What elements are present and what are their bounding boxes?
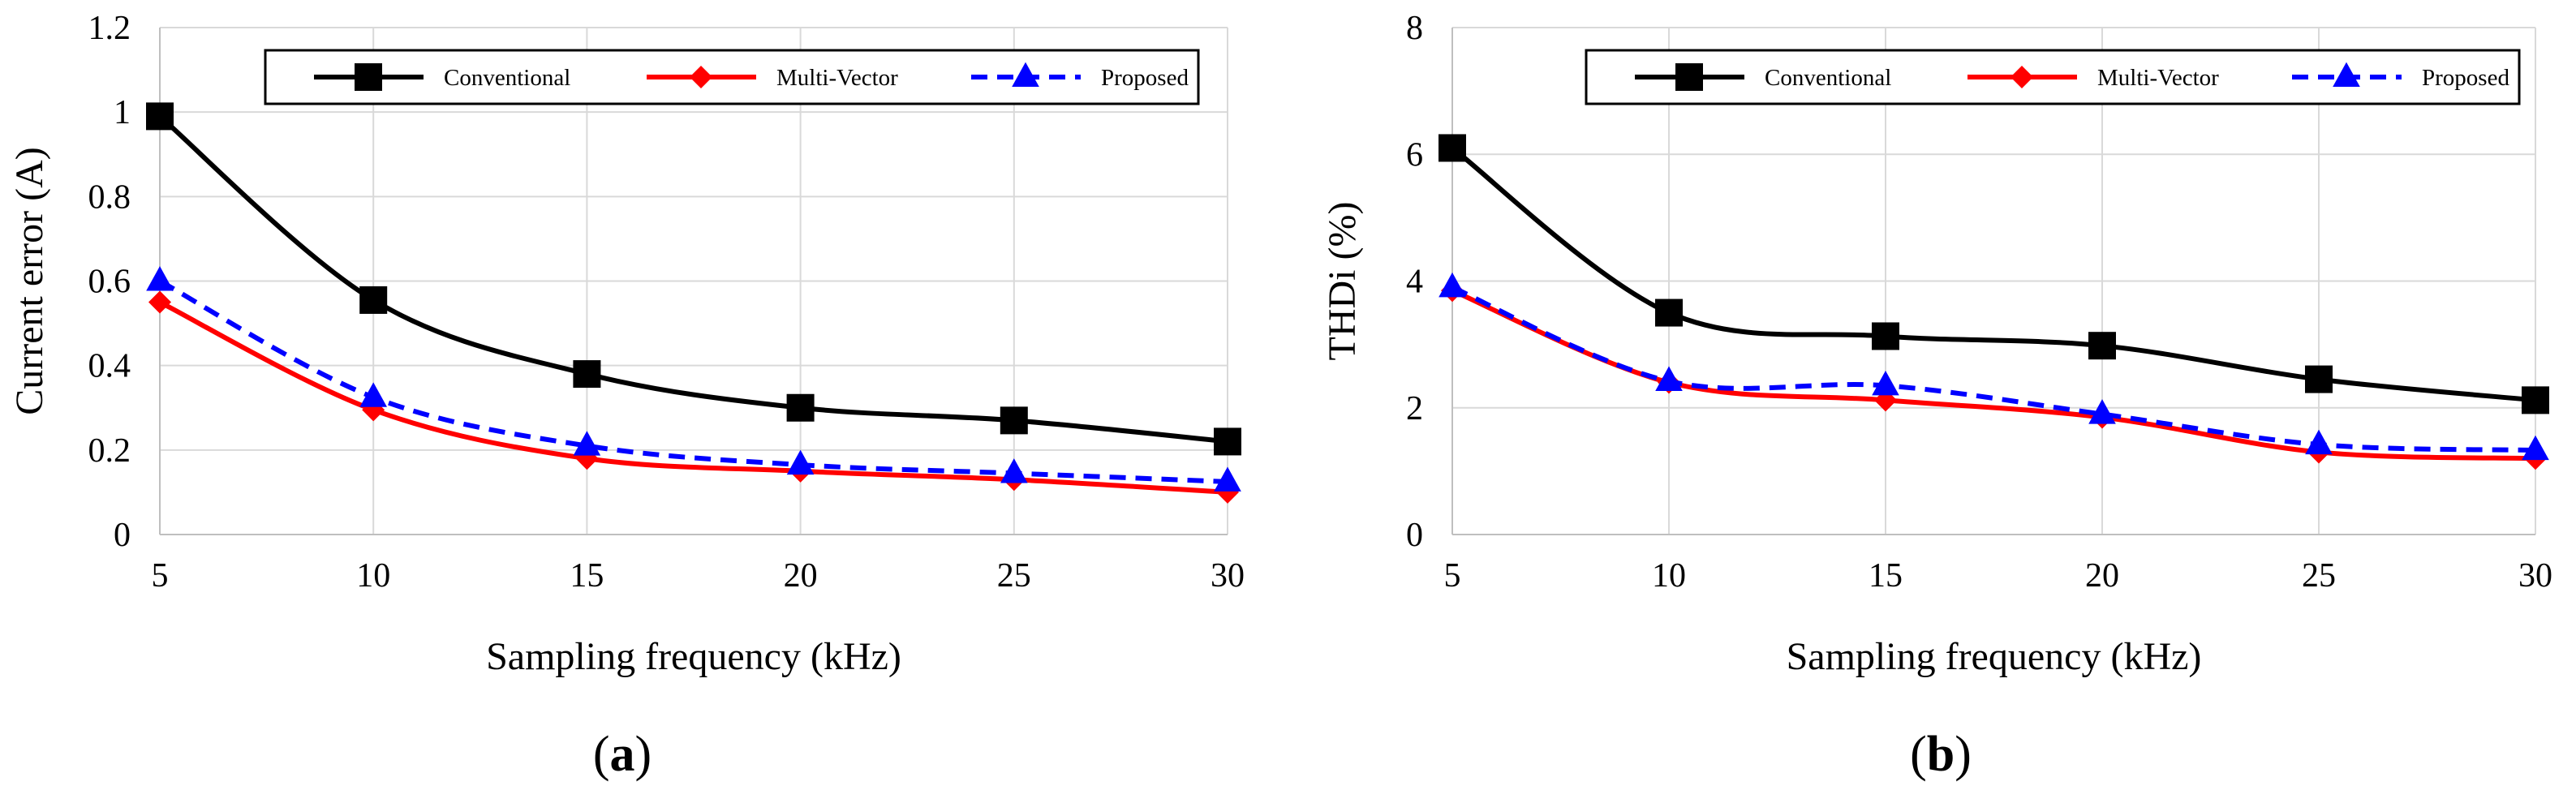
x-tick-label: 20 xyxy=(2085,557,2119,595)
x-tick-label: 30 xyxy=(1211,557,1245,595)
data-point xyxy=(146,102,174,131)
x-axis-title: Sampling frequency (kHz) xyxy=(1787,635,2202,678)
data-point xyxy=(1439,134,1466,162)
series-line xyxy=(1451,146,2536,403)
legend-marker xyxy=(355,63,382,91)
series-line xyxy=(158,299,1228,495)
data-point xyxy=(146,266,174,291)
x-tick-label: 20 xyxy=(784,557,818,595)
y-tick-label: 1.2 xyxy=(88,10,131,47)
legend-marker xyxy=(690,66,712,88)
y-tick-label: 0.4 xyxy=(88,348,131,385)
data-point xyxy=(2305,365,2333,393)
legend-marker xyxy=(1012,62,1039,87)
data-point xyxy=(2088,332,2116,360)
caption-letter: b xyxy=(1927,727,1955,782)
series-line xyxy=(158,278,1228,484)
y-tick-label: 0.2 xyxy=(88,432,131,470)
legend-item: Multi-Vector xyxy=(647,65,898,91)
chart-b: 0 2 4 6 8 5 10 15 20 25 30 Sampling frequency (kHz)… xyxy=(1321,10,2552,782)
series-multi-vector xyxy=(148,290,1239,504)
data-point xyxy=(1000,406,1028,435)
y-tick-label: 0 xyxy=(114,517,131,554)
data-point xyxy=(1000,458,1028,483)
data-point xyxy=(2522,386,2549,414)
y-tick-label: 0.8 xyxy=(88,178,131,216)
x-tick-label: 15 xyxy=(570,557,604,595)
legend-marker xyxy=(1675,63,1703,91)
y-axis-title: THDi (%) xyxy=(1321,202,1364,361)
y-tick-label: 1 xyxy=(114,94,131,131)
data-point xyxy=(786,449,815,475)
x-tick-label: 25 xyxy=(2302,557,2336,595)
data-point xyxy=(786,393,815,422)
x-tick-label: 10 xyxy=(1652,557,1686,595)
legend-item: Conventional xyxy=(314,63,570,91)
x-tick-label: 30 xyxy=(2518,557,2552,595)
series-line xyxy=(1451,288,2536,462)
data-point xyxy=(1872,371,1899,396)
data-point xyxy=(573,431,601,456)
data-point xyxy=(1872,322,1899,350)
series-line xyxy=(158,114,1228,444)
figure-caption: (b) xyxy=(1910,727,1972,782)
data-point xyxy=(1439,272,1466,298)
legend-item: Conventional xyxy=(1635,63,1891,91)
legend-label: Proposed xyxy=(2422,65,2509,91)
data-point xyxy=(1214,427,1241,456)
series-multi-vector xyxy=(1441,279,2547,470)
legend-label: Multi-Vector xyxy=(776,65,898,91)
legend-item: Multi-Vector xyxy=(1967,65,2219,91)
y-tick-label: 0 xyxy=(1406,517,1423,554)
legend-item: Proposed xyxy=(971,62,1189,91)
y-axis-title: Current error (A) xyxy=(8,147,51,415)
legend-label: Conventional xyxy=(1765,65,1891,91)
x-axis-title: Sampling frequency (kHz) xyxy=(486,635,901,678)
y-tick-label: 2 xyxy=(1406,390,1423,427)
y-tick-label: 6 xyxy=(1406,136,1423,174)
series-proposed xyxy=(1439,272,2549,461)
legend-label: Conventional xyxy=(444,65,570,91)
data-point xyxy=(2522,435,2549,461)
data-point xyxy=(2305,429,2333,455)
data-point xyxy=(2088,399,2116,424)
legend-label: Proposed xyxy=(1101,65,1189,91)
data-point xyxy=(1655,366,1683,391)
y-tick-label: 4 xyxy=(1406,264,1423,301)
data-point xyxy=(573,360,601,389)
x-tick-label: 5 xyxy=(152,557,169,595)
legend-item: Proposed xyxy=(2292,62,2509,91)
x-tick-label: 25 xyxy=(997,557,1031,595)
data-point xyxy=(1655,298,1683,327)
legend-marker xyxy=(2333,62,2360,87)
data-point xyxy=(148,290,171,314)
x-tick-label: 15 xyxy=(1869,557,1903,595)
y-tick-label: 0.6 xyxy=(88,264,131,301)
y-tick-label: 8 xyxy=(1406,10,1423,47)
chart-a: 0 0.2 0.4 0.6 0.8 1 1.2 5 10 15 20 25 30 Sampling fre… xyxy=(8,10,1245,782)
caption-letter: a xyxy=(610,727,635,782)
legend-label: Multi-Vector xyxy=(2097,65,2219,91)
data-point xyxy=(1214,466,1241,492)
x-tick-label: 5 xyxy=(1444,557,1461,595)
series-conventional xyxy=(146,102,1241,456)
legend: Conventional Multi-Vector Proposed xyxy=(1585,49,2521,105)
data-point xyxy=(359,286,388,314)
data-point xyxy=(359,382,387,407)
legend: Conventional Multi-Vector Proposed xyxy=(264,49,1200,105)
x-tick-label: 10 xyxy=(356,557,390,595)
series-line xyxy=(1451,285,2536,453)
series-proposed xyxy=(146,266,1241,492)
legend-marker xyxy=(2010,66,2033,88)
figure-caption: (a) xyxy=(593,727,652,782)
series-conventional xyxy=(1439,134,2549,414)
